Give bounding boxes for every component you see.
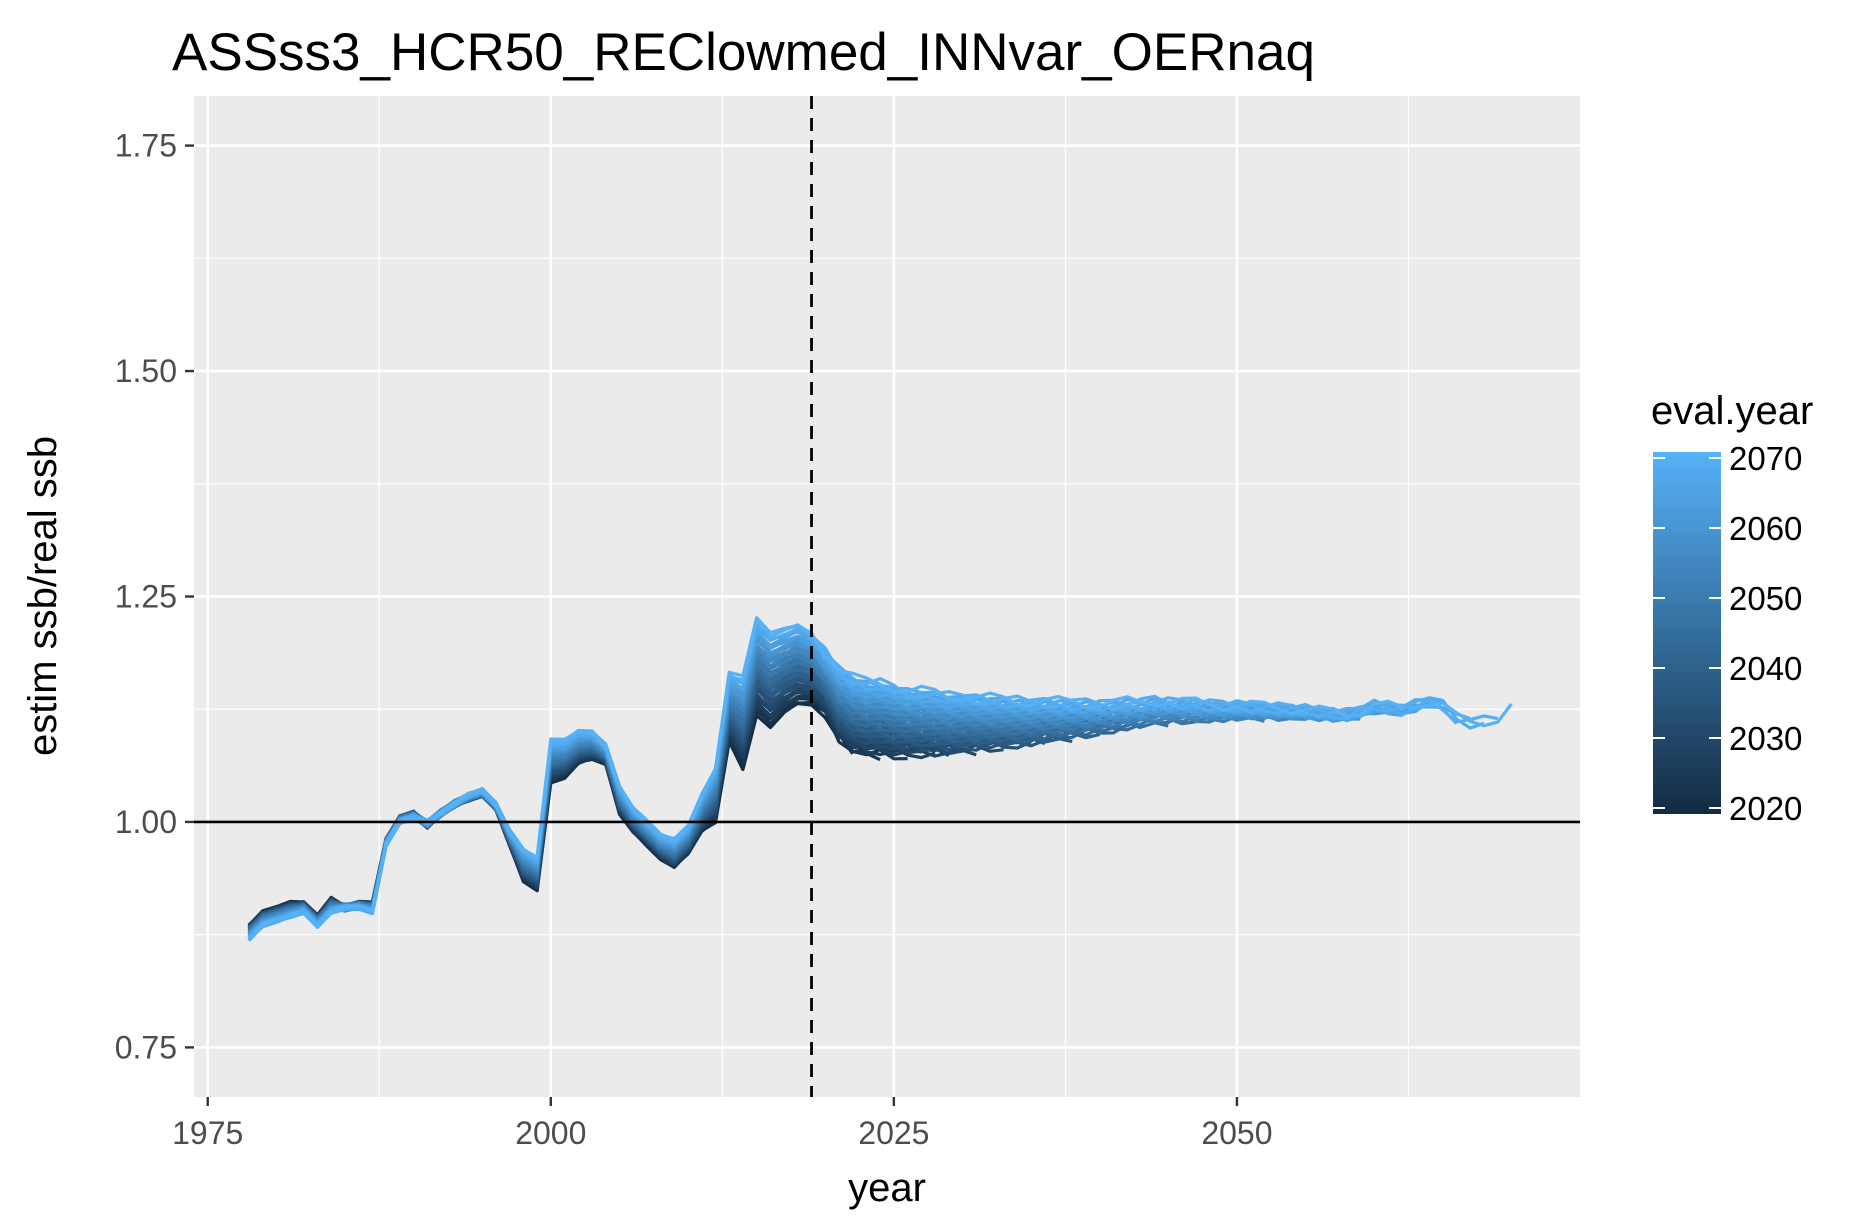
axis-ticks bbox=[185, 144, 1239, 1106]
y-tick-labels: 0.75 1.00 1.25 1.50 1.75 bbox=[115, 128, 177, 1066]
y-axis-title: estim ssb/real ssb bbox=[21, 436, 65, 756]
data-lines bbox=[247, 616, 1513, 942]
reference-lines bbox=[194, 96, 1580, 1097]
legend-tick-label: 2030 bbox=[1729, 720, 1802, 757]
x-tick-label: 2000 bbox=[515, 1115, 586, 1151]
legend-title: eval.year bbox=[1651, 389, 1813, 433]
x-axis-title: year bbox=[848, 1166, 926, 1210]
legend-tick-label: 2050 bbox=[1729, 580, 1802, 617]
x-tick-labels: 1975 2000 2025 2050 bbox=[172, 1115, 1272, 1151]
legend-colorbar bbox=[1653, 452, 1721, 814]
series-line-eval-2070 bbox=[247, 616, 1513, 940]
legend-tick-label: 2020 bbox=[1729, 790, 1802, 827]
x-tick-label: 1975 bbox=[172, 1115, 243, 1151]
x-tick-label: 2050 bbox=[1201, 1115, 1272, 1151]
y-tick-label: 1.00 bbox=[115, 804, 177, 840]
legend-tick-label: 2040 bbox=[1729, 650, 1802, 687]
legend-ticks: 2020 2030 2040 2050 2060 2070 bbox=[1653, 440, 1802, 827]
legend-tick-label: 2060 bbox=[1729, 510, 1802, 547]
color-legend: eval.year 2020 2030 2040 2050 2060 2070 bbox=[1651, 389, 1813, 827]
legend-tick-label: 2070 bbox=[1729, 440, 1802, 477]
y-tick-label: 1.25 bbox=[115, 579, 177, 615]
x-tick-label: 2025 bbox=[858, 1115, 929, 1151]
y-tick-label: 1.50 bbox=[115, 353, 177, 389]
y-tick-label: 0.75 bbox=[115, 1029, 177, 1065]
y-tick-label: 1.75 bbox=[115, 128, 177, 164]
chart-title: ASSss3_HCR50_REClowmed_INNvar_OERnaq bbox=[172, 23, 1315, 82]
